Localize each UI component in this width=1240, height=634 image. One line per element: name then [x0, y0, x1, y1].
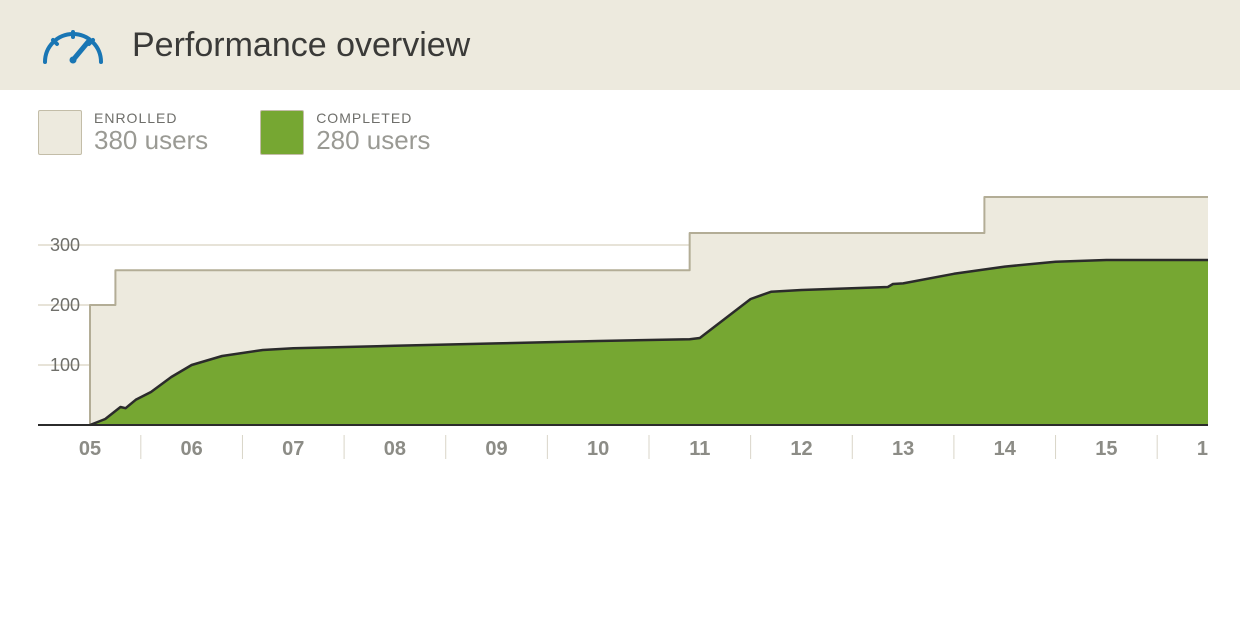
x-tick-label: 15: [1095, 438, 1117, 460]
legend-value: 280 users: [316, 126, 430, 155]
x-tick-label: 09: [485, 438, 507, 460]
legend: ENROLLED 380 users COMPLETED 280 users: [0, 90, 1240, 165]
legend-label: COMPLETED: [316, 110, 430, 126]
x-tick-label: 13: [892, 438, 914, 460]
y-tick-label: 200: [50, 295, 80, 315]
legend-swatch-enrolled: [38, 110, 82, 155]
legend-swatch-completed: [260, 110, 304, 155]
x-tick-label: 12: [790, 438, 812, 460]
page-title: Performance overview: [132, 26, 470, 65]
y-tick-label: 300: [50, 235, 80, 255]
legend-label: ENROLLED: [94, 110, 208, 126]
gauge-icon: [38, 20, 108, 70]
legend-value: 380 users: [94, 126, 208, 155]
x-tick-label: 10: [587, 438, 609, 460]
legend-item-enrolled: ENROLLED 380 users: [38, 110, 260, 155]
x-tick-label: 14: [994, 438, 1017, 460]
x-tick-label: 08: [384, 438, 406, 460]
area-chart: 100 200 300 05 06 07 08 09 10 11 12 13 14 15 16: [38, 175, 1208, 495]
chart: 100 200 300 05 06 07 08 09 10 11 12 13 14 15 16: [0, 165, 1240, 495]
x-tick-label: 06: [181, 438, 203, 460]
header: Performance overview: [0, 0, 1240, 90]
x-tick-label: 07: [282, 438, 304, 460]
y-tick-label: 100: [50, 355, 80, 375]
x-tick-label: 16: [1197, 438, 1208, 460]
x-tick-label: 11: [689, 438, 710, 460]
legend-item-completed: COMPLETED 280 users: [260, 110, 482, 155]
x-tick-label: 05: [79, 438, 101, 460]
